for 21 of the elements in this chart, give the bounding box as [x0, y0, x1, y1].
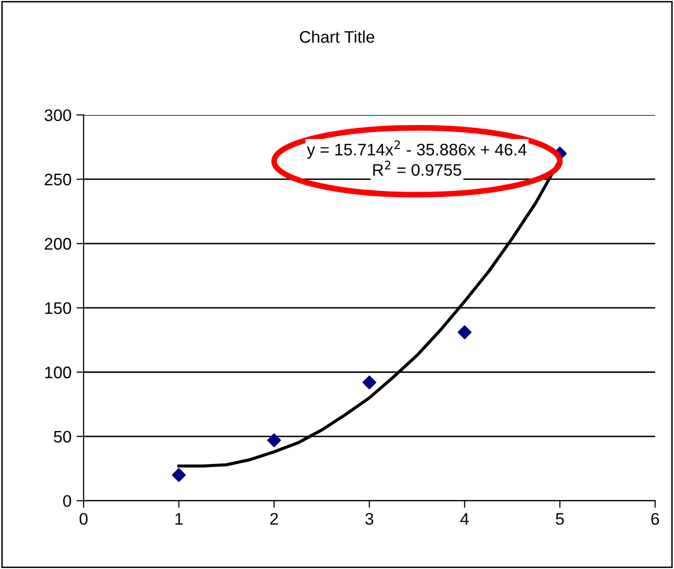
x-tick-label: 2 — [270, 512, 278, 525]
y-tick-label: 100 — [45, 366, 72, 378]
x-tick-label: 5 — [556, 513, 564, 525]
y-tick-label: 150 — [45, 302, 72, 314]
annotation: R$^{2}$ = 0.9755 — [373, 160, 462, 176]
x-tick-label: 6 — [651, 512, 660, 525]
point — [362, 376, 376, 390]
annotation: y = 15.714x$^{2}$ - 35.886x + 46.4 — [306, 140, 527, 159]
x-tick-label: 3 — [365, 512, 374, 525]
x-tick-label: 1 — [175, 513, 183, 525]
point — [172, 468, 186, 482]
y-tick-label: 250 — [44, 174, 72, 186]
x-tick-label: 0 — [80, 512, 88, 525]
y-tick-label: 200 — [44, 238, 72, 250]
chart-title: Chart Title — [300, 30, 374, 43]
point — [267, 433, 281, 448]
y-tick-label: 300 — [44, 109, 72, 122]
x-tick-label: 4 — [460, 513, 469, 525]
y-tick-label: 50 — [54, 430, 72, 443]
point — [458, 325, 472, 340]
y-tick-label: 0 — [63, 495, 72, 507]
